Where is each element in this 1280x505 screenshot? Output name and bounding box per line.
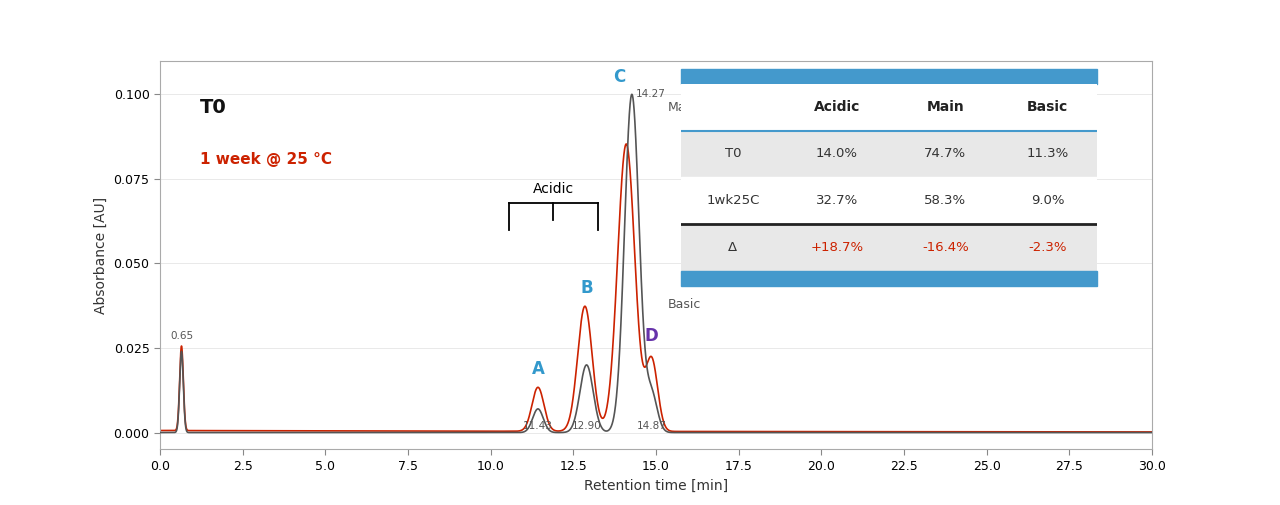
Text: C: C <box>613 68 626 86</box>
Text: Basic: Basic <box>668 297 701 311</box>
Text: Main: Main <box>927 100 964 114</box>
Text: +18.7%: +18.7% <box>810 241 864 254</box>
Bar <box>681 271 1097 285</box>
Text: -2.3%: -2.3% <box>1028 241 1066 254</box>
Text: 74.7%: 74.7% <box>924 147 966 161</box>
Text: Basic: Basic <box>1027 100 1068 114</box>
Text: 1 week @ 25 °C: 1 week @ 25 °C <box>200 152 332 167</box>
Bar <box>681 131 1097 177</box>
Text: 14.27: 14.27 <box>636 89 666 99</box>
Bar <box>681 84 1097 131</box>
Bar <box>681 177 1097 224</box>
Text: 14.87: 14.87 <box>636 421 667 431</box>
Text: Acidic: Acidic <box>532 182 573 196</box>
Text: T0: T0 <box>200 98 227 117</box>
Text: B: B <box>580 279 593 297</box>
Text: -16.4%: -16.4% <box>922 241 969 254</box>
Text: 11.3%: 11.3% <box>1027 147 1069 161</box>
X-axis label: Retention time [min]: Retention time [min] <box>584 478 728 492</box>
Y-axis label: Absorbance [AU]: Absorbance [AU] <box>93 196 108 314</box>
Text: 14.0%: 14.0% <box>817 147 858 161</box>
Text: 9.0%: 9.0% <box>1030 194 1064 207</box>
Bar <box>681 69 1097 84</box>
Text: Δ: Δ <box>728 241 737 254</box>
Text: 0.65: 0.65 <box>170 331 193 341</box>
Text: 12.90: 12.90 <box>572 421 602 431</box>
Text: 1wk25C: 1wk25C <box>707 194 759 207</box>
Text: D: D <box>645 327 659 344</box>
Text: A: A <box>531 361 544 378</box>
Text: Main: Main <box>668 102 698 115</box>
Text: 32.7%: 32.7% <box>815 194 858 207</box>
Text: 58.3%: 58.3% <box>924 194 966 207</box>
Bar <box>681 224 1097 271</box>
Text: T0: T0 <box>724 147 741 161</box>
Text: Acidic: Acidic <box>814 100 860 114</box>
Text: 11.43: 11.43 <box>524 421 553 431</box>
